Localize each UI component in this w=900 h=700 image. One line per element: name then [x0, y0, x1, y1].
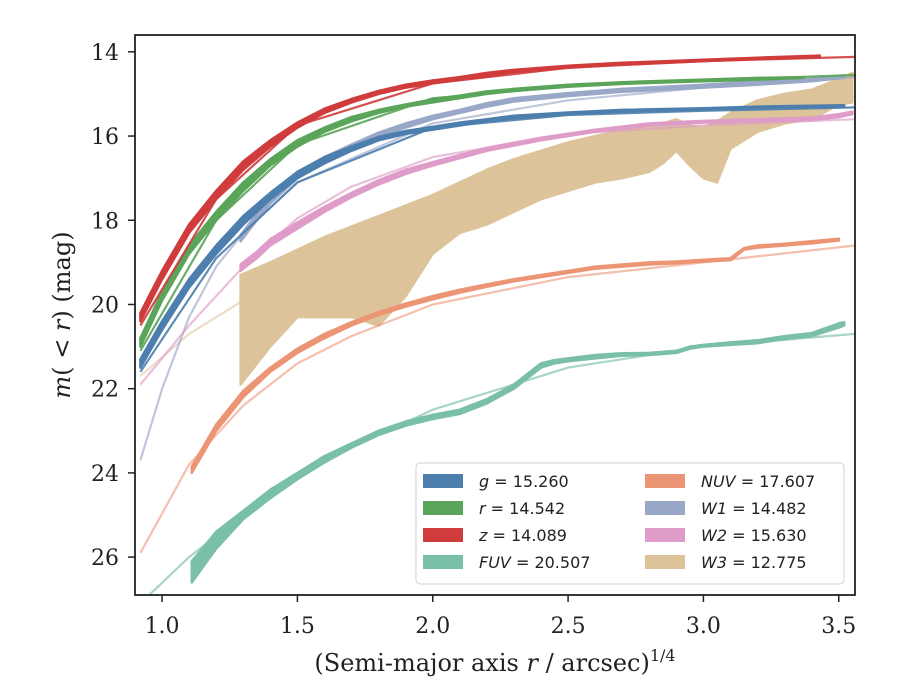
legend-box: [415, 462, 845, 585]
series-nuv-band: [190, 237, 841, 475]
series-g-band: [139, 104, 846, 369]
legend-swatch: [645, 474, 685, 488]
y-axis-label: m( < r) (mag): [48, 231, 76, 398]
legend-label: W3 = 12.775: [701, 553, 807, 572]
x-tick-label: 3.5: [821, 614, 856, 639]
series-r: [139, 73, 855, 352]
y-tick-label: 24: [91, 462, 119, 487]
legend-entry-w2: W2 = 15.630: [645, 526, 807, 545]
legend-entry-r: r = 14.542: [423, 499, 565, 518]
y-tick-label: 20: [91, 293, 119, 318]
y-tick-label: 14: [91, 41, 119, 66]
y-axis: 14 16 18 20 22 24 26: [91, 41, 135, 571]
y-tick-label: 18: [91, 209, 119, 234]
series-w2-model-line: [139, 118, 855, 386]
legend-label: W2 = 15.630: [701, 526, 807, 545]
legend-label: g = 15.260: [479, 472, 569, 491]
legend-entry-w3: W3 = 12.775: [645, 553, 807, 572]
x-axis-label: (Semi-major axis r / arcsec)1/4: [314, 646, 675, 677]
y-tick-label: 22: [91, 378, 119, 403]
series-layer: [139, 54, 855, 595]
legend-label: z = 14.089: [478, 526, 567, 545]
legend-entry-z: z = 14.089: [423, 526, 567, 545]
legend: g = 15.260 r = 14.542 z = 14.089 FUV = 20.5…: [415, 462, 845, 585]
x-tick-label: 2.5: [551, 614, 586, 639]
legend-swatch: [423, 528, 463, 542]
legend-swatch: [423, 501, 463, 515]
legend-label: r = 14.542: [479, 499, 565, 518]
series-w2-band: [239, 110, 854, 273]
series-fuv-band: [190, 320, 846, 584]
legend-entry-w1: W1 = 14.482: [645, 499, 807, 518]
legend-swatch: [423, 474, 463, 488]
x-tick-label: 1.0: [145, 614, 180, 639]
series-w2: [139, 110, 855, 386]
legend-label: W1 = 14.482: [701, 499, 807, 518]
legend-swatch: [645, 528, 685, 542]
series-z-band: [139, 54, 822, 323]
legend-swatch: [645, 555, 685, 569]
x-axis: 1.0 1.5 2.0 2.5 3.0 3.5: [145, 595, 856, 639]
legend-entry-g: g = 15.260: [423, 472, 569, 491]
legend-swatch: [423, 555, 463, 569]
series-r-band: [139, 75, 805, 348]
x-tick-label: 3.0: [686, 614, 721, 639]
series-fuv: [147, 320, 855, 595]
y-tick-label: 26: [91, 546, 119, 571]
legend-entry-fuv: FUV = 20.507: [423, 553, 590, 572]
y-tick-label: 16: [91, 125, 119, 150]
series-g: [139, 104, 855, 373]
legend-label: NUV = 17.607: [701, 472, 815, 491]
legend-entry-nuv: NUV = 17.607: [645, 472, 815, 491]
legend-swatch: [645, 501, 685, 515]
series-nuv: [139, 237, 855, 554]
legend-label: FUV = 20.507: [479, 553, 590, 572]
plot-frame: [134, 34, 856, 596]
x-tick-label: 2.0: [415, 614, 450, 639]
x-tick-label: 1.5: [280, 614, 315, 639]
series-z: [139, 54, 855, 327]
